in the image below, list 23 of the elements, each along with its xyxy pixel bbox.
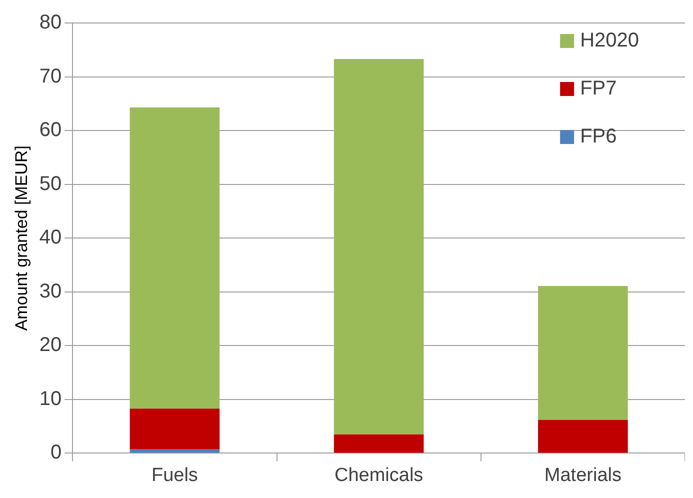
y-axis-title: Amount granted [MEUR] bbox=[12, 146, 31, 331]
bar bbox=[130, 107, 220, 409]
legend-label: FP7 bbox=[580, 78, 617, 100]
y-tick-label: 10 bbox=[39, 388, 62, 410]
y-tick-label: 80 bbox=[39, 12, 62, 34]
y-tick-label: 30 bbox=[39, 280, 62, 302]
bar bbox=[130, 408, 220, 450]
y-tick-label: 50 bbox=[39, 172, 62, 195]
bar bbox=[538, 420, 628, 453]
y-tick-label: 60 bbox=[39, 119, 62, 142]
legend-label: FP6 bbox=[580, 126, 617, 148]
x-tick-label: Fuels bbox=[151, 464, 198, 486]
bar bbox=[334, 434, 424, 453]
legend-label: H2020 bbox=[580, 30, 639, 52]
y-tick-label: 70 bbox=[39, 65, 62, 88]
bar bbox=[130, 449, 220, 453]
x-tick-label: Materials bbox=[544, 464, 622, 486]
bar bbox=[334, 59, 424, 434]
y-tick-label: 20 bbox=[39, 334, 62, 356]
y-tick-label: 40 bbox=[39, 226, 62, 249]
x-tick-label: Chemicals bbox=[334, 464, 424, 486]
y-tick-label: 0 bbox=[50, 442, 62, 464]
bar bbox=[538, 286, 628, 420]
